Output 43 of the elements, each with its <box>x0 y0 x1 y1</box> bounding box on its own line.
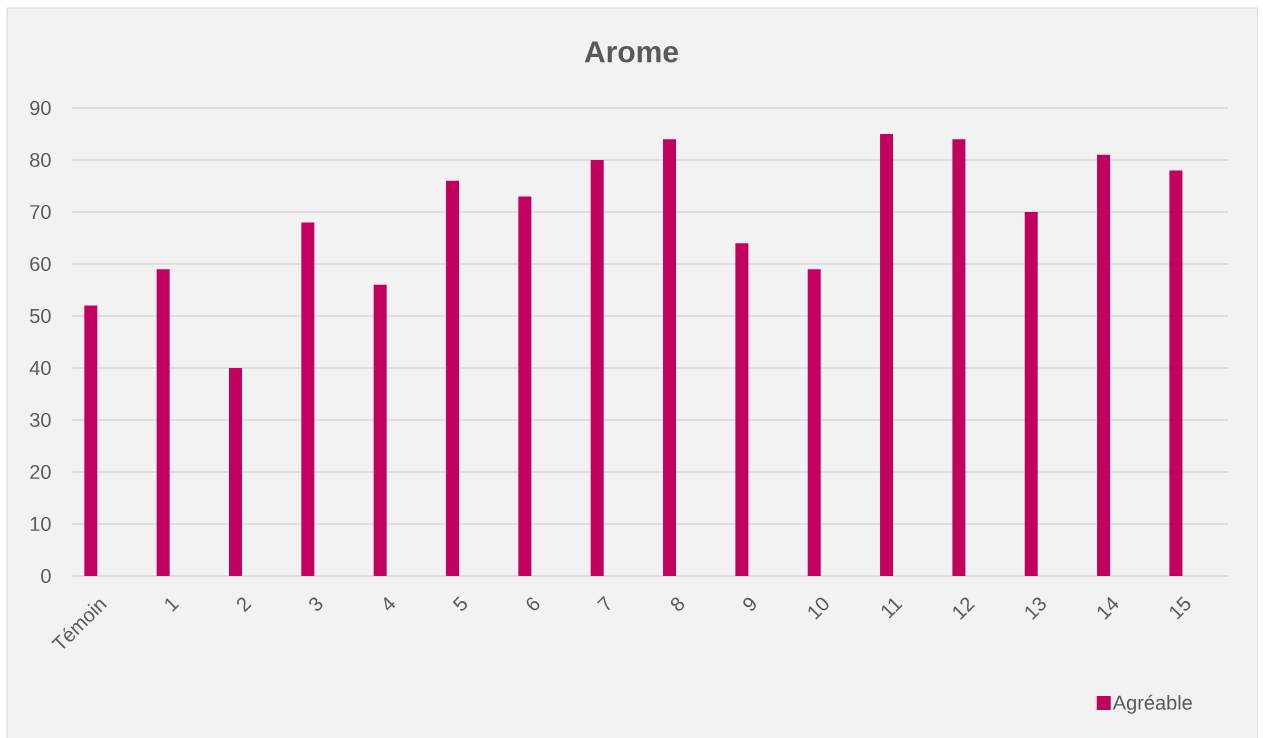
bar <box>735 243 749 576</box>
x-tick-label: 4 <box>384 597 396 611</box>
x-tick-label: 6 <box>526 597 540 611</box>
bar <box>446 180 460 576</box>
bar <box>807 269 821 576</box>
x-tick-label: 15 <box>1170 596 1191 620</box>
x-tick-label: 13 <box>1025 597 1046 620</box>
y-tick-label: 40 <box>29 360 51 376</box>
y-tick-label: 10 <box>30 516 51 532</box>
bar <box>663 139 677 576</box>
x-tick-label: 7 <box>597 595 610 611</box>
legend-label: Agréable <box>1112 694 1192 714</box>
y-tick-label: 60 <box>30 256 51 272</box>
x-tick-label: 2 <box>236 597 252 613</box>
bar <box>1169 170 1183 576</box>
bar <box>590 160 604 576</box>
bar <box>84 305 98 576</box>
bar <box>229 367 242 576</box>
y-tick-label: 20 <box>30 464 51 480</box>
bar <box>518 196 532 576</box>
bar <box>301 222 315 576</box>
x-tick-label: 14 <box>1097 597 1119 620</box>
bar <box>156 269 170 576</box>
y-tick-label: 0 <box>41 568 51 584</box>
y-tick-label: 50 <box>30 308 51 324</box>
bar <box>1024 212 1038 576</box>
x-tick-label: 1 <box>165 598 180 612</box>
x-tick-label: 10 <box>808 597 829 620</box>
x-tick-label: 5 <box>452 596 467 611</box>
bar <box>373 284 387 576</box>
bar <box>880 134 894 576</box>
y-tick-label: 70 <box>30 204 51 220</box>
chart-title: Arome <box>584 41 678 63</box>
x-tick-label: 11 <box>881 598 903 619</box>
x-tick-label: 12 <box>953 597 975 620</box>
x-tick-label: 3 <box>309 597 323 611</box>
x-tick-label: 8 <box>670 597 685 611</box>
y-tick-label: 90 <box>30 100 51 116</box>
bar <box>1097 154 1111 576</box>
y-tick-label: 30 <box>30 412 51 428</box>
x-tick-label: 9 <box>743 597 756 611</box>
y-tick-label: 80 <box>30 152 51 168</box>
bar <box>952 139 966 576</box>
